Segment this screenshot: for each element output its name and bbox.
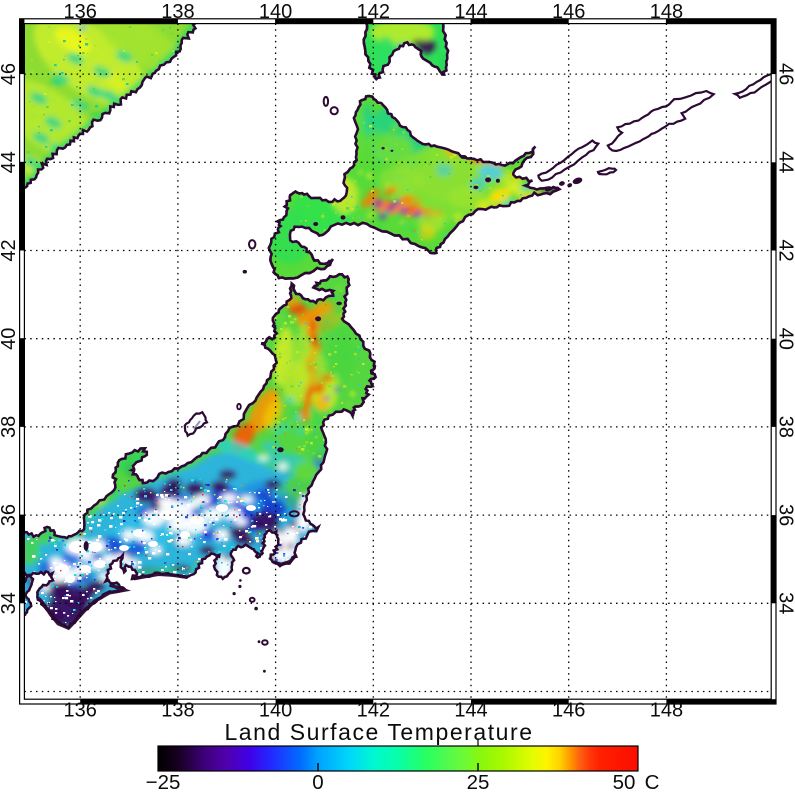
- svg-text:148: 148: [650, 1, 683, 23]
- svg-text:144: 144: [454, 1, 487, 23]
- svg-text:36: 36: [0, 504, 20, 526]
- svg-text:136: 136: [64, 1, 97, 23]
- svg-text:46: 46: [775, 63, 795, 85]
- svg-text:148: 148: [650, 699, 683, 721]
- svg-text:42: 42: [0, 239, 20, 261]
- svg-text:146: 146: [552, 699, 585, 721]
- svg-text:142: 142: [357, 1, 390, 23]
- svg-text:38: 38: [775, 416, 795, 438]
- svg-text:−25: −25: [146, 771, 181, 794]
- svg-text:44: 44: [775, 151, 795, 173]
- svg-text:140: 140: [259, 699, 292, 721]
- svg-text:42: 42: [775, 239, 795, 261]
- svg-text:136: 136: [64, 699, 97, 721]
- svg-text:46: 46: [0, 63, 20, 85]
- svg-text:140: 140: [259, 1, 292, 23]
- svg-text:138: 138: [161, 699, 194, 721]
- svg-text:40: 40: [775, 328, 795, 350]
- svg-text:44: 44: [0, 151, 20, 173]
- svg-text:50: 50: [613, 771, 636, 794]
- svg-text:40: 40: [0, 328, 20, 350]
- svg-text:0: 0: [312, 771, 323, 794]
- svg-text:142: 142: [357, 699, 390, 721]
- svg-text:146: 146: [552, 1, 585, 23]
- svg-text:36: 36: [775, 504, 795, 526]
- svg-text:25: 25: [467, 771, 490, 794]
- svg-text:34: 34: [775, 592, 795, 614]
- svg-text:38: 38: [0, 416, 20, 438]
- svg-text:34: 34: [0, 592, 20, 614]
- svg-text:C: C: [645, 771, 660, 794]
- svg-text:144: 144: [454, 699, 487, 721]
- svg-text:Land Surface Temperature: Land Surface Temperature: [224, 719, 533, 745]
- svg-text:138: 138: [161, 1, 194, 23]
